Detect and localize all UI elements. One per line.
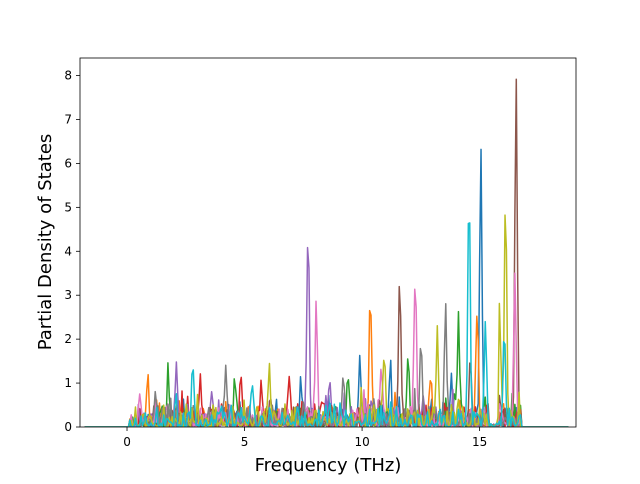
y-tick-label: 1 xyxy=(64,376,72,390)
x-tick-label: 15 xyxy=(472,435,487,449)
axes-frame xyxy=(79,57,577,428)
y-tick-label: 5 xyxy=(64,200,72,214)
x-tick-label: 5 xyxy=(241,435,249,449)
y-tick-label: 8 xyxy=(64,69,72,83)
x-axis-ticks: 0 5 10 15 xyxy=(123,427,487,449)
y-tick-label: 6 xyxy=(64,156,72,170)
y-tick-label: 7 xyxy=(64,113,72,127)
y-tick-label: 4 xyxy=(64,244,72,258)
y-axis-ticks: 0 1 2 3 4 5 6 7 8 xyxy=(64,69,80,434)
x-tick-label: 10 xyxy=(354,435,369,449)
y-axis-label: Partial Density of States xyxy=(35,134,56,351)
y-tick-label: 2 xyxy=(64,332,72,346)
x-axis-label: Frequency (THz) xyxy=(255,455,402,476)
y-tick-label: 0 xyxy=(64,420,72,434)
pdos-series-line-10 xyxy=(84,222,569,427)
y-tick-label: 3 xyxy=(64,288,72,302)
x-tick-label: 0 xyxy=(123,435,131,449)
series-layer xyxy=(84,78,569,427)
